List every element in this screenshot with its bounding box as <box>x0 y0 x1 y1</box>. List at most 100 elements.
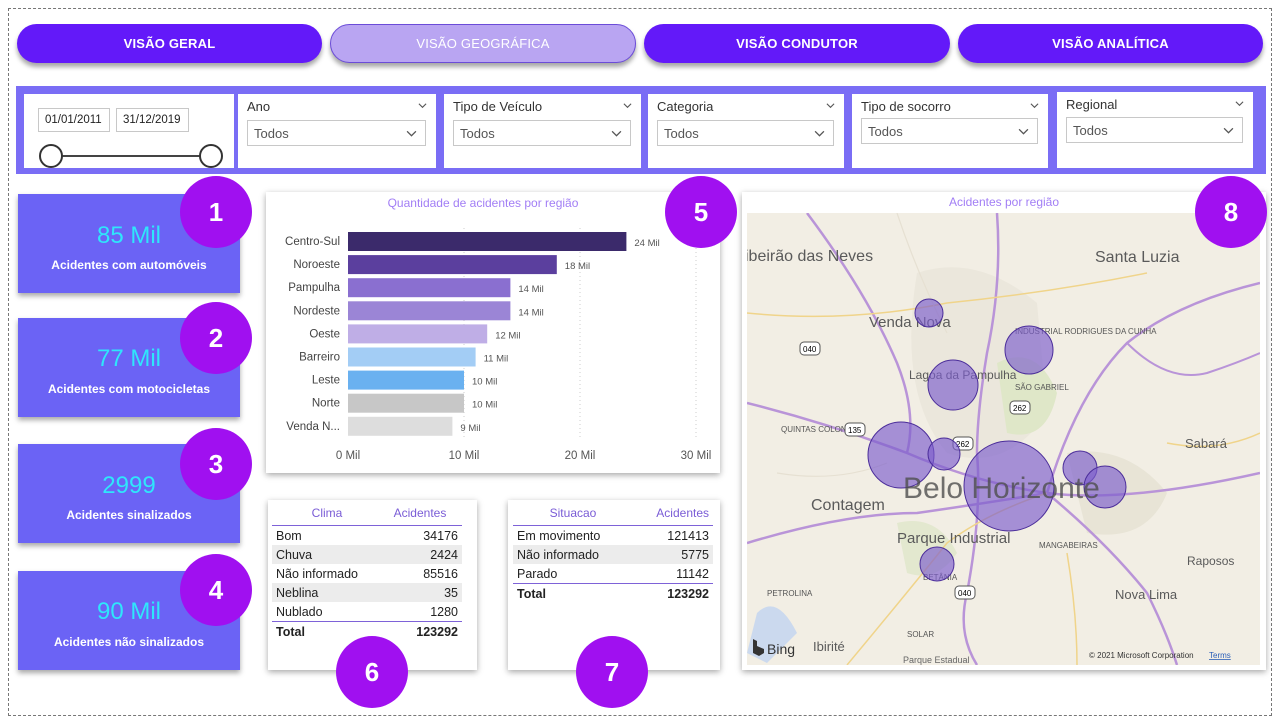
table-row[interactable]: Bom 34176 <box>272 526 462 545</box>
category-label: Centro-Sul <box>285 236 340 248</box>
table-row[interactable]: Não informado 5775 <box>513 545 713 564</box>
dropdown-value: Todos <box>868 124 903 139</box>
date-range-start-handle[interactable] <box>39 144 63 168</box>
map-label: MANGABEIRAS <box>1039 541 1098 550</box>
badge-6: 6 <box>336 636 408 708</box>
bar-chart: Centro-Sul 24 Mil Noroeste 18 Mil Pampulha 14… <box>285 228 712 462</box>
x-tick-label: 30 Mil <box>681 450 712 462</box>
kpi-label: Acidentes não sinalizados <box>53 635 205 649</box>
map-bubble[interactable] <box>914 298 944 328</box>
bar[interactable] <box>348 347 476 367</box>
dropdown-value: Todos <box>1073 123 1108 138</box>
bar[interactable] <box>348 278 511 298</box>
map-label: Raposos <box>1187 554 1234 568</box>
map-terms-link[interactable]: Terms <box>1209 651 1231 660</box>
category-label: Barreiro <box>299 352 340 364</box>
slicer-title: Regional <box>1066 97 1118 112</box>
col-header[interactable]: Clima <box>311 505 343 520</box>
regional-dropdown[interactable]: Todos <box>1066 117 1243 143</box>
svg-text:262: 262 <box>956 440 970 449</box>
tab-visao-condutor[interactable]: VISÃO CONDUTOR <box>644 24 950 63</box>
data-label: 9 Mil <box>460 423 480 434</box>
data-label: 11 Mil <box>484 354 509 365</box>
table-body: Bom 34176 Chuva 2424 Não informado 85516 Nebli… <box>272 526 462 621</box>
kpi-value: 2999 <box>102 472 156 499</box>
date-range-end-handle[interactable] <box>199 144 223 168</box>
map-label: Santa Luzia <box>1095 249 1180 266</box>
tab-visao-geografica[interactable]: VISÃO GEOGRÁFICA <box>330 24 636 63</box>
x-tick-label: 0 Mil <box>336 450 360 462</box>
x-tick-label: 20 Mil <box>565 450 596 462</box>
dropdown-value: Todos <box>664 126 699 141</box>
bar[interactable] <box>348 370 464 390</box>
map-bubble[interactable] <box>927 437 961 471</box>
map-bubble[interactable] <box>927 359 979 411</box>
bar[interactable] <box>348 301 511 321</box>
kpi-label: Acidentes sinalizados <box>66 508 192 522</box>
table-header: Clima Acidentes <box>272 500 462 526</box>
bar[interactable] <box>348 416 453 436</box>
table-row[interactable]: Nublado 1280 <box>272 602 462 621</box>
cell-label: Não informado <box>276 566 358 581</box>
map-label: Ibirité <box>813 639 845 654</box>
road-shield: 040 <box>799 341 821 356</box>
categoria-dropdown[interactable]: Todos <box>657 120 834 146</box>
category-label: Noroeste <box>293 259 340 271</box>
data-label: 24 Mil <box>634 238 659 249</box>
map-label: Sabará <box>1185 436 1228 451</box>
chevron-down-icon <box>406 130 417 137</box>
tab-visao-analitica[interactable]: VISÃO ANALÍTICA <box>958 24 1263 63</box>
col-header[interactable]: Acidentes <box>656 505 709 520</box>
cell-label: Em movimento <box>517 528 601 543</box>
cell-value: 1280 <box>430 604 458 619</box>
table-row[interactable]: Chuva 2424 <box>272 545 462 564</box>
map-bubble[interactable] <box>963 440 1055 532</box>
chevron-down-icon[interactable] <box>623 101 632 110</box>
map-label: SÃO GABRIEL <box>1015 383 1069 392</box>
map-bubble[interactable] <box>919 546 955 582</box>
table-row[interactable]: Em movimento 121413 <box>513 526 713 545</box>
table-row[interactable]: Neblina 35 <box>272 583 462 602</box>
tipo-socorro-dropdown[interactable]: Todos <box>861 118 1038 144</box>
filter-bar: 01/01/2011 31/12/2019 Ano Todos Tipo de … <box>16 86 1266 174</box>
bar[interactable] <box>348 232 627 251</box>
bar[interactable] <box>348 324 488 344</box>
table-row[interactable]: Parado 11142 <box>513 564 713 583</box>
map-bubble[interactable] <box>1004 325 1054 375</box>
bar[interactable] <box>348 255 557 275</box>
chevron-down-icon[interactable] <box>1235 99 1244 108</box>
cell-label: Não informado <box>517 547 599 562</box>
tipo-veiculo-dropdown[interactable]: Todos <box>453 120 631 146</box>
x-tick-label: 10 Mil <box>449 450 480 462</box>
dashboard-frame <box>8 8 1272 716</box>
col-header[interactable]: Situacao <box>549 505 597 520</box>
cell-value: 121413 <box>667 528 709 543</box>
table-clima: Clima Acidentes Bom 34176 Chuva 2424 Não inf… <box>272 500 462 641</box>
cell-value: 34176 <box>423 528 458 543</box>
table-row[interactable]: Não informado 85516 <box>272 564 462 583</box>
ano-dropdown[interactable]: Todos <box>247 120 426 146</box>
svg-text:Bing: Bing <box>767 641 795 657</box>
tab-visao-geral[interactable]: VISÃO GERAL <box>17 24 322 63</box>
date-start-input[interactable]: 01/01/2011 <box>38 108 110 132</box>
map-label: QUINTAS COLONIAIS <box>781 425 862 434</box>
chevron-down-icon <box>1223 127 1234 134</box>
bar[interactable] <box>348 393 464 413</box>
date-end-input[interactable]: 31/12/2019 <box>116 108 189 132</box>
chevron-down-icon <box>611 130 622 137</box>
bing-logo: Bing <box>753 639 795 657</box>
map-label: Parque Industrial <box>897 530 1010 547</box>
col-header[interactable]: Acidentes <box>393 505 447 520</box>
badge-3: 3 <box>180 428 252 500</box>
chevron-down-icon[interactable] <box>826 101 835 110</box>
map-label: Nova Lima <box>1115 587 1178 602</box>
chevron-down-icon[interactable] <box>418 101 427 110</box>
svg-text:040: 040 <box>803 345 817 354</box>
cell-label: Bom <box>276 528 302 543</box>
chevron-down-icon[interactable] <box>1030 101 1039 110</box>
map-bubble[interactable] <box>1083 465 1127 509</box>
map-view[interactable]: ibeirão das Neves Santa Luzia Venda Nova… <box>747 213 1260 665</box>
badge-2: 2 <box>180 302 252 374</box>
cell-value: 11142 <box>676 566 709 581</box>
data-label: 18 Mil <box>565 261 590 272</box>
